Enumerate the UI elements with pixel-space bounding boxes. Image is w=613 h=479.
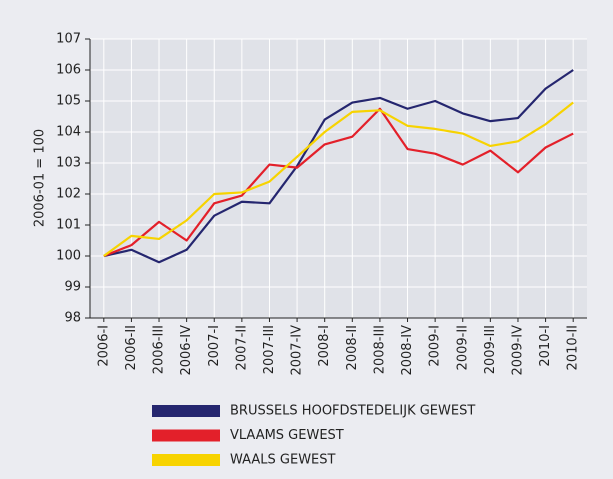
x-tick-label: 2006-II [124,325,139,370]
legend-label: VLAAMS GEWEST [230,428,344,443]
x-tick-label: 2010-II [566,325,581,370]
x-tick-label: 2007-IV [290,325,305,376]
x-tick-label: 2007-III [262,325,277,374]
y-tick-label: 100 [56,249,81,264]
x-tick-label: 2009-I [428,325,443,367]
plot-area [90,39,587,318]
legend-swatch [152,454,220,466]
legend-label: WAALS GEWEST [230,453,336,468]
y-tick-label: 107 [56,32,81,47]
y-tick-label: 104 [56,125,81,140]
line [103,69,574,264]
x-tick-label: 2010-I [538,325,553,367]
y-tick-label: 103 [56,156,81,171]
line [103,107,574,258]
x-tick-label: 2009-II [455,325,470,370]
legend-swatch [152,429,220,442]
y-tick-label: 101 [56,218,81,233]
x-tick-label: 2006-IV [179,325,194,376]
x-tick-label: 2008-I [317,325,332,367]
x-tick-label: 2009-III [483,325,498,374]
y-axis-label: 2006-01 = 100 [33,129,48,227]
x-tick-label: 2008-II [345,325,360,370]
x-tick-label: 2008-IV [400,325,415,376]
y-tick-label: 106 [56,63,81,78]
y-tick-label: 102 [56,187,81,202]
y-tick-label: 105 [56,94,81,109]
x-tick-label: 2006-I [96,325,111,367]
legend-swatch [152,405,220,417]
x-tick-label: 2007-II [234,325,249,370]
y-tick-label: 98 [64,311,81,326]
x-tick-label: 2008-III [372,325,387,374]
x-tick-label: 2006-III [152,325,167,374]
y-tick-label: 99 [64,280,81,295]
legend-label: BRUSSELS HOOFDSTEDELIJK GEWEST [230,404,475,419]
x-tick-label: 2009-IV [510,325,525,376]
line [103,101,574,257]
x-tick-label: 2007-I [207,325,222,367]
